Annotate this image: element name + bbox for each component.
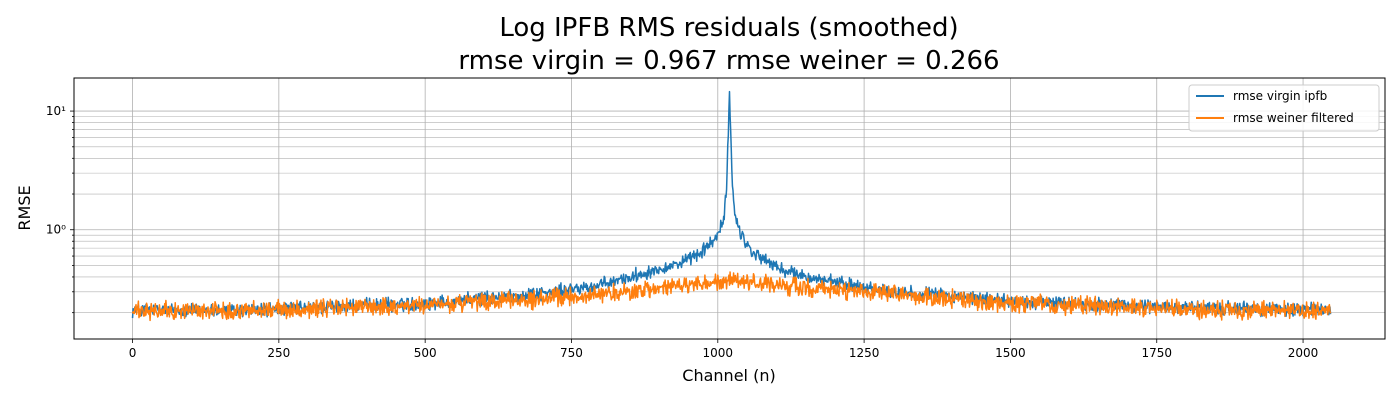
chart-title-line-1: Log IPFB RMS residuals (smoothed): [499, 13, 958, 43]
series-layer: [131, 90, 1332, 322]
plot-frame: [73, 77, 1386, 340]
x-tick-label: 750: [560, 346, 583, 360]
x-axis-label: Channel (n): [682, 366, 775, 385]
legend-box: [1188, 84, 1380, 132]
x-tick-label: 2000: [1288, 346, 1319, 360]
y-tick-label: 10¹: [46, 104, 66, 118]
x-tick-label: 0: [129, 346, 137, 360]
y-axis-label: RMSE: [15, 185, 34, 230]
x-tick-label: 1500: [995, 346, 1026, 360]
x-tick-label: 1750: [1141, 346, 1172, 360]
x-tick-label: 250: [267, 346, 290, 360]
x-tick-label: 500: [414, 346, 437, 360]
legend: rmse virgin ipfb rmse weiner filtered: [1188, 84, 1380, 132]
x-tick-label: 1000: [703, 346, 734, 360]
legend-label-virgin: rmse virgin ipfb: [1233, 89, 1327, 103]
x-tick-label: 1250: [849, 346, 880, 360]
legend-label-weiner: rmse weiner filtered: [1233, 111, 1354, 125]
axis-ticks: 0 250 500 750 1000 1250 1500 1750 2000 10⁰ 10¹: [46, 104, 1318, 360]
y-tick-label: 10⁰: [46, 223, 66, 237]
series-line-1: [131, 271, 1332, 322]
chart-title-line-2: rmse virgin = 0.967 rmse weiner = 0.266: [458, 46, 999, 76]
